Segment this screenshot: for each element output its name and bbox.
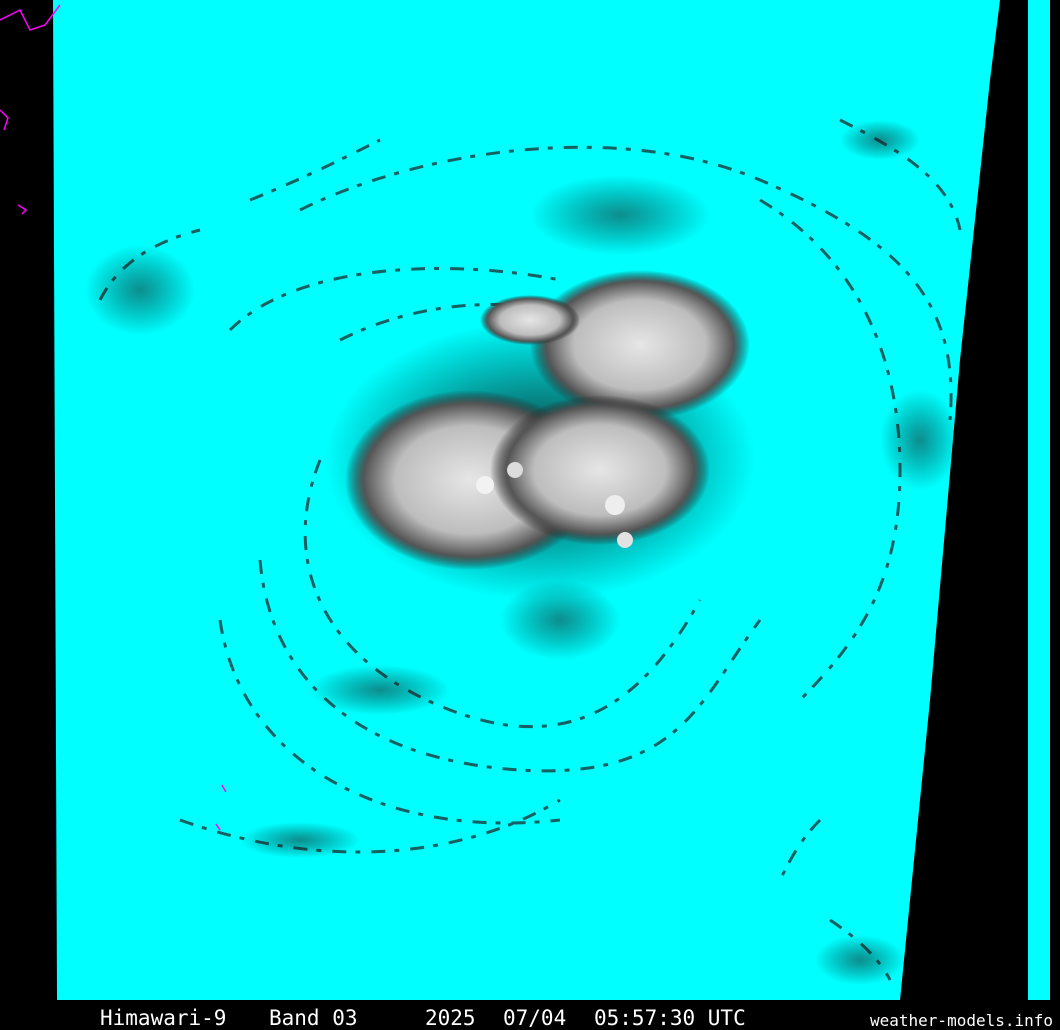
band-label: Band 03 (269, 1006, 358, 1030)
scattered-cells (85, 120, 960, 985)
coastlines (0, 4, 227, 831)
edge-strip (1028, 0, 1050, 1030)
watermark: weather-models.info (870, 1011, 1053, 1030)
date: 07/04 (503, 1006, 566, 1030)
year: 2025 (425, 1006, 476, 1030)
time: 05:57:30 UTC (594, 1006, 746, 1030)
satellite-name: Himawari-9 (100, 1006, 226, 1030)
caption-bar (0, 1000, 1060, 1030)
storm-core (325, 270, 755, 600)
